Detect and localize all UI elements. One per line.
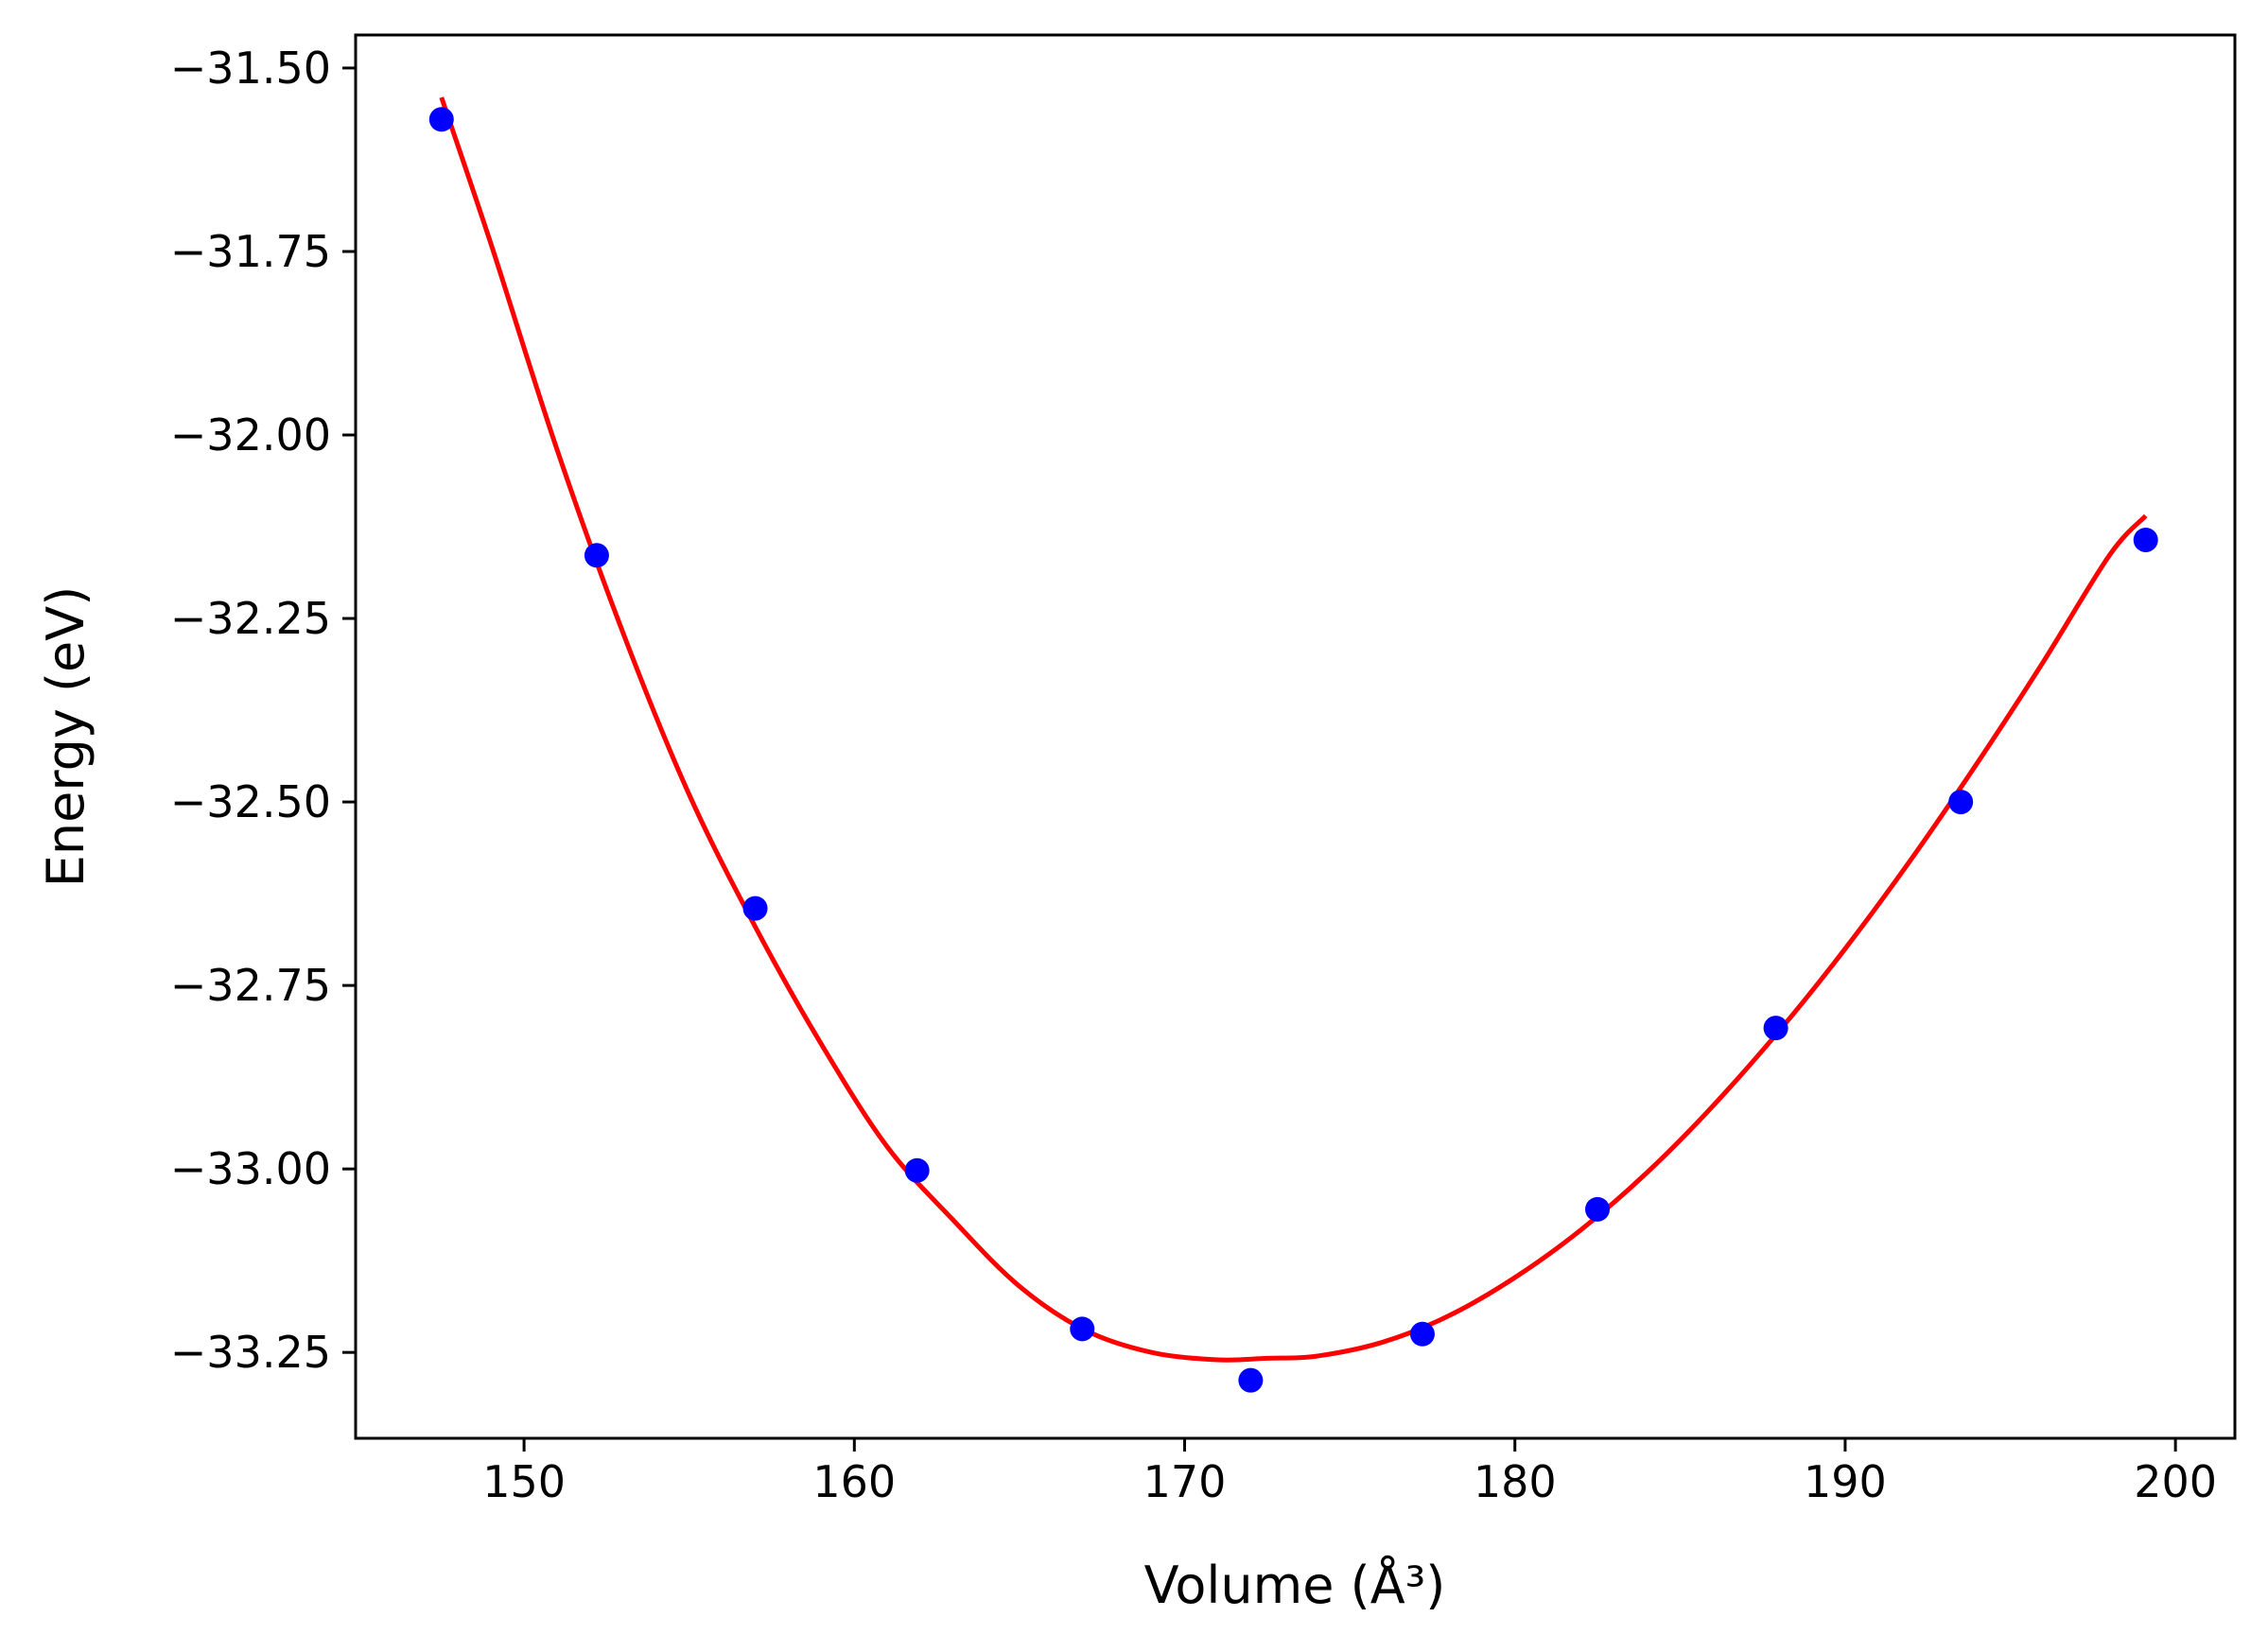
x-tick-label: 170 xyxy=(1143,1456,1227,1507)
data-point xyxy=(904,1157,930,1183)
y-tick-label: −32.75 xyxy=(170,960,331,1011)
fit-curve-line xyxy=(439,96,2148,1363)
y-tick-label: −32.00 xyxy=(170,409,331,461)
x-tick-label: 180 xyxy=(1474,1456,1557,1507)
x-tick-label: 190 xyxy=(1804,1456,1887,1507)
y-tick-label: −31.75 xyxy=(170,226,331,277)
data-point xyxy=(742,896,768,921)
y-axis-title: Energy (eV) xyxy=(36,586,96,888)
data-point xyxy=(1585,1196,1611,1222)
data-point xyxy=(1763,1016,1788,1041)
data-point xyxy=(428,107,454,132)
data-point xyxy=(1070,1316,1095,1342)
y-tick-label: −31.50 xyxy=(170,43,331,94)
x-axis-ticks: 150 160 170 180 190 200 xyxy=(482,1438,2217,1507)
plot-frame xyxy=(354,33,2237,1440)
x-tick-label: 160 xyxy=(812,1456,896,1507)
fit-curve-layer xyxy=(439,96,2148,1363)
data-point xyxy=(584,543,609,568)
y-axis-ticks: −31.50 −31.75 −32.00 −32.25 −32.50 −32.75 −33.… xyxy=(170,43,356,1378)
y-tick-label: −32.50 xyxy=(170,776,331,827)
x-tick-label: 200 xyxy=(2134,1456,2217,1507)
plot-area xyxy=(356,35,2235,1438)
x-tick-label: 150 xyxy=(482,1456,566,1507)
x-axis-title: Volume (Å³) xyxy=(1144,1555,1446,1615)
y-tick-label: −33.25 xyxy=(170,1327,331,1378)
data-point xyxy=(2133,527,2158,552)
y-tick-label: −33.00 xyxy=(170,1143,331,1194)
y-tick-label: −32.25 xyxy=(170,593,331,644)
data-point xyxy=(1409,1321,1435,1347)
data-point xyxy=(1238,1367,1264,1393)
data-points-layer xyxy=(428,107,2158,1393)
data-point xyxy=(1948,790,1974,815)
